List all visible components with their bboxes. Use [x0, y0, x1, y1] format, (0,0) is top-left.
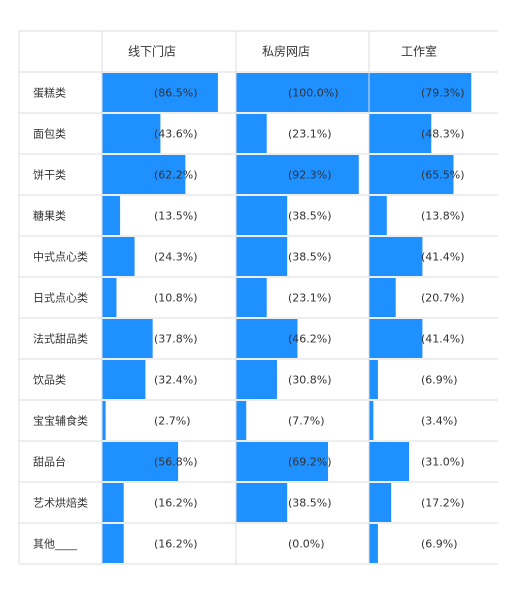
value-label: (92.3%)	[288, 169, 332, 182]
bar-3-6	[369, 278, 396, 317]
bar-1-7	[102, 319, 153, 358]
value-label: (13.5%)	[154, 210, 198, 223]
value-label: (6.9%)	[421, 374, 458, 387]
bar-1-4	[102, 196, 121, 235]
bar-3-7	[369, 319, 423, 358]
value-label: (16.2%)	[154, 538, 198, 551]
value-label: (30.8%)	[288, 374, 332, 387]
bar-3-5	[369, 237, 423, 276]
bar-3-1	[369, 73, 472, 112]
value-label: (62.2%)	[154, 169, 198, 182]
bar-2-8	[236, 360, 277, 399]
value-label: (24.3%)	[154, 251, 198, 264]
row-label: 艺术烘焙类	[33, 496, 88, 510]
column-header: 线下门店	[128, 44, 176, 59]
bar-2-11	[236, 483, 288, 522]
bar-3-12	[369, 524, 378, 563]
bar-1-12	[102, 524, 124, 563]
row-label: 中式点心类	[33, 250, 88, 264]
bar-3-10	[369, 442, 409, 481]
value-label: (56.8%)	[154, 456, 198, 469]
bar-3-4	[369, 196, 387, 235]
bar-3-3	[369, 155, 454, 194]
bar-2-4	[236, 196, 288, 235]
value-label: (65.5%)	[421, 169, 465, 182]
value-label: (79.3%)	[421, 87, 465, 100]
bar-1-11	[102, 483, 124, 522]
value-label: (31.0%)	[421, 456, 465, 469]
value-label: (43.6%)	[154, 128, 198, 141]
row-label: 饼干类	[33, 168, 66, 182]
row-label: 饮品类	[33, 373, 66, 387]
value-label: (10.8%)	[154, 292, 198, 305]
bar-2-3	[236, 155, 359, 194]
value-label: (86.5%)	[154, 87, 198, 100]
value-label: (38.5%)	[288, 210, 332, 223]
row-label: 其他____	[33, 538, 77, 551]
bar-1-3	[102, 155, 186, 194]
row-label: 蛋糕类	[33, 86, 66, 100]
value-label: (2.7%)	[154, 415, 191, 428]
value-label: (3.4%)	[421, 415, 458, 428]
row-label: 日式点心类	[33, 291, 88, 305]
bar-2-7	[236, 319, 298, 358]
value-label: (20.7%)	[421, 292, 465, 305]
bar-2-5	[236, 237, 288, 276]
bar-3-8	[369, 360, 378, 399]
value-label: (23.1%)	[288, 292, 332, 305]
value-label: (69.2%)	[288, 456, 332, 469]
value-label: (41.4%)	[421, 251, 465, 264]
bar-2-1	[236, 73, 369, 112]
row-label: 甜品台	[33, 455, 66, 469]
value-label: (100.0%)	[288, 87, 339, 100]
value-label: (48.3%)	[421, 128, 465, 141]
row-label: 糖果类	[33, 209, 66, 223]
row-label: 宝宝辅食类	[33, 414, 88, 428]
bar-1-2	[102, 114, 161, 153]
column-header: 工作室	[401, 44, 437, 59]
bar-1-5	[102, 237, 135, 276]
value-label: (17.2%)	[421, 497, 465, 510]
value-label: (7.7%)	[288, 415, 325, 428]
bar-3-2	[369, 114, 432, 153]
row-label: 面包类	[33, 127, 66, 141]
bar-1-1	[102, 73, 218, 112]
bar-2-6	[236, 278, 267, 317]
row-label: 法式甜品类	[33, 332, 88, 346]
value-label: (37.8%)	[154, 333, 198, 346]
bar-3-11	[369, 483, 392, 522]
value-label: (38.5%)	[288, 251, 332, 264]
bar-1-9	[102, 401, 106, 440]
bar-1-6	[102, 278, 117, 317]
value-label: (38.5%)	[288, 497, 332, 510]
value-label: (46.2%)	[288, 333, 332, 346]
bar-2-2	[236, 114, 267, 153]
value-label: (41.4%)	[421, 333, 465, 346]
value-label: (0.0%)	[288, 538, 325, 551]
value-label: (6.9%)	[421, 538, 458, 551]
value-label: (16.2%)	[154, 497, 198, 510]
bar-1-8	[102, 360, 146, 399]
value-label: (23.1%)	[288, 128, 332, 141]
bar-2-9	[236, 401, 247, 440]
bar-2-10	[236, 442, 329, 481]
bar-1-10	[102, 442, 179, 481]
column-header: 私房网店	[262, 44, 310, 59]
value-label: (13.8%)	[421, 210, 465, 223]
value-label: (32.4%)	[154, 374, 198, 387]
bar-3-9	[369, 401, 374, 440]
